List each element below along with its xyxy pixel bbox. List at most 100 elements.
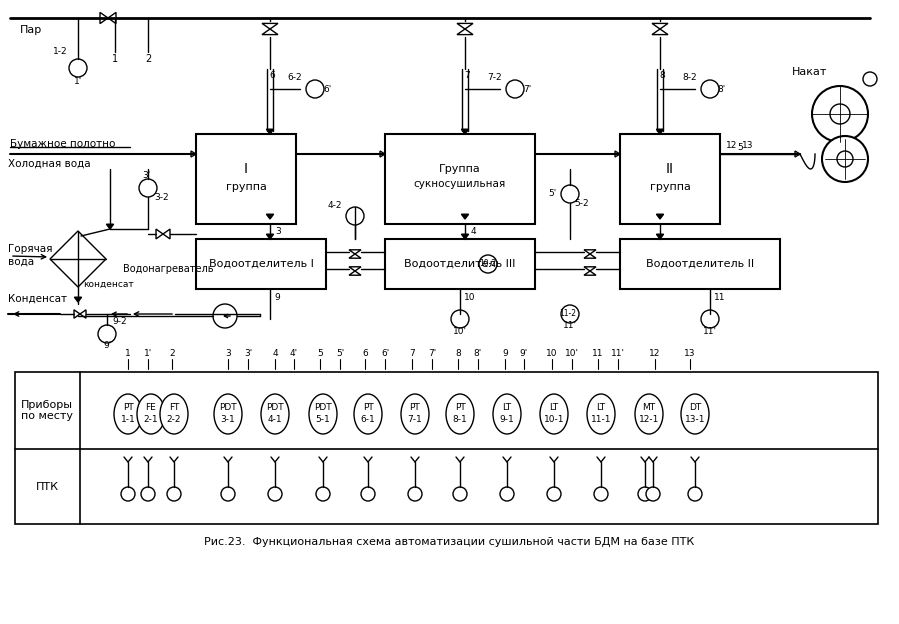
Circle shape bbox=[268, 487, 282, 501]
Text: 3': 3' bbox=[244, 349, 252, 359]
Text: 10: 10 bbox=[464, 293, 476, 301]
Ellipse shape bbox=[309, 394, 337, 434]
Circle shape bbox=[479, 255, 497, 273]
Text: Бумажное полотно: Бумажное полотно bbox=[10, 139, 115, 149]
Circle shape bbox=[139, 179, 157, 197]
Polygon shape bbox=[349, 271, 361, 275]
Polygon shape bbox=[795, 151, 800, 157]
Text: Холодная вода: Холодная вода bbox=[8, 159, 91, 169]
Ellipse shape bbox=[540, 394, 568, 434]
Text: 3: 3 bbox=[275, 227, 280, 236]
Text: Приборы
по месту: Приборы по месту bbox=[21, 400, 73, 421]
Text: 11: 11 bbox=[714, 293, 725, 301]
Text: PDT: PDT bbox=[266, 402, 284, 411]
Circle shape bbox=[453, 487, 467, 501]
Ellipse shape bbox=[160, 394, 188, 434]
Polygon shape bbox=[584, 254, 596, 258]
Text: 1-2: 1-2 bbox=[53, 47, 67, 57]
Text: 5: 5 bbox=[317, 349, 323, 359]
Text: 8': 8' bbox=[718, 84, 726, 94]
Text: 7-2: 7-2 bbox=[487, 72, 503, 82]
Text: 9-2: 9-2 bbox=[112, 318, 128, 326]
Text: 7: 7 bbox=[409, 349, 414, 359]
Polygon shape bbox=[191, 151, 196, 157]
Polygon shape bbox=[461, 234, 468, 239]
Text: 2-1: 2-1 bbox=[144, 416, 158, 424]
Polygon shape bbox=[50, 231, 106, 287]
Text: 10-1: 10-1 bbox=[544, 416, 565, 424]
Polygon shape bbox=[380, 151, 385, 157]
Text: 6-2: 6-2 bbox=[288, 72, 302, 82]
Circle shape bbox=[221, 487, 235, 501]
Text: 3': 3' bbox=[142, 172, 150, 180]
Text: 1: 1 bbox=[125, 349, 131, 359]
Text: Группа: Группа bbox=[439, 164, 481, 174]
Circle shape bbox=[561, 305, 579, 323]
Text: 6': 6' bbox=[323, 84, 331, 94]
Bar bbox=[385, 239, 535, 289]
Circle shape bbox=[306, 80, 324, 98]
Circle shape bbox=[688, 487, 702, 501]
Text: PT: PT bbox=[122, 402, 133, 411]
Text: 7: 7 bbox=[464, 72, 470, 80]
Text: вода: вода bbox=[8, 257, 34, 267]
Polygon shape bbox=[615, 151, 620, 157]
Text: DT: DT bbox=[689, 402, 701, 411]
Circle shape bbox=[837, 151, 853, 167]
Polygon shape bbox=[656, 234, 663, 239]
Circle shape bbox=[69, 59, 87, 77]
Text: 1': 1' bbox=[74, 77, 82, 85]
Polygon shape bbox=[656, 214, 663, 219]
Text: II: II bbox=[666, 162, 674, 176]
Text: 11': 11' bbox=[563, 321, 577, 331]
Text: FE: FE bbox=[146, 402, 156, 411]
Text: LT: LT bbox=[503, 402, 512, 411]
Polygon shape bbox=[156, 229, 163, 239]
Text: сукносушильная: сукносушильная bbox=[414, 179, 506, 189]
Text: конденсат: конденсат bbox=[83, 280, 134, 288]
Bar bbox=[15, 372, 878, 524]
Ellipse shape bbox=[354, 394, 382, 434]
Text: 9': 9' bbox=[102, 341, 111, 351]
Circle shape bbox=[701, 80, 719, 98]
Text: 6': 6' bbox=[381, 349, 389, 359]
Bar bbox=[620, 239, 780, 289]
Ellipse shape bbox=[214, 394, 242, 434]
Circle shape bbox=[98, 325, 116, 343]
Text: 8-2: 8-2 bbox=[682, 72, 698, 82]
Ellipse shape bbox=[261, 394, 289, 434]
Text: 13: 13 bbox=[684, 349, 696, 359]
Text: 8: 8 bbox=[455, 349, 461, 359]
Text: 10: 10 bbox=[547, 349, 557, 359]
Polygon shape bbox=[584, 267, 596, 271]
Circle shape bbox=[346, 207, 364, 225]
Bar bbox=[620, 134, 720, 224]
Text: PDT: PDT bbox=[314, 402, 332, 411]
Circle shape bbox=[500, 487, 514, 501]
Text: 7': 7' bbox=[523, 84, 531, 94]
Circle shape bbox=[547, 487, 561, 501]
Text: 11: 11 bbox=[592, 349, 604, 359]
Text: Конденсат: Конденсат bbox=[8, 294, 67, 304]
Circle shape bbox=[830, 104, 850, 124]
Circle shape bbox=[121, 487, 135, 501]
Text: Горячая: Горячая bbox=[8, 244, 52, 254]
Ellipse shape bbox=[635, 394, 663, 434]
Text: 9': 9' bbox=[520, 349, 528, 359]
Polygon shape bbox=[652, 29, 668, 34]
Text: группа: группа bbox=[650, 182, 690, 192]
Text: Рис.23.  Функциональная схема автоматизации сушильной части БДМ на базе ПТК: Рис.23. Функциональная схема автоматизац… bbox=[204, 537, 694, 547]
Text: 4: 4 bbox=[272, 349, 278, 359]
Circle shape bbox=[863, 72, 877, 86]
Text: 10': 10' bbox=[565, 349, 579, 359]
Text: 3-2: 3-2 bbox=[155, 193, 169, 203]
Polygon shape bbox=[457, 29, 473, 34]
Bar bbox=[196, 134, 296, 224]
Polygon shape bbox=[349, 267, 361, 271]
Circle shape bbox=[638, 487, 652, 501]
Polygon shape bbox=[100, 12, 108, 24]
Text: 5-2: 5-2 bbox=[574, 200, 590, 208]
Text: 3: 3 bbox=[225, 349, 231, 359]
Text: 10-2: 10-2 bbox=[479, 260, 496, 268]
Text: 11': 11' bbox=[611, 349, 625, 359]
